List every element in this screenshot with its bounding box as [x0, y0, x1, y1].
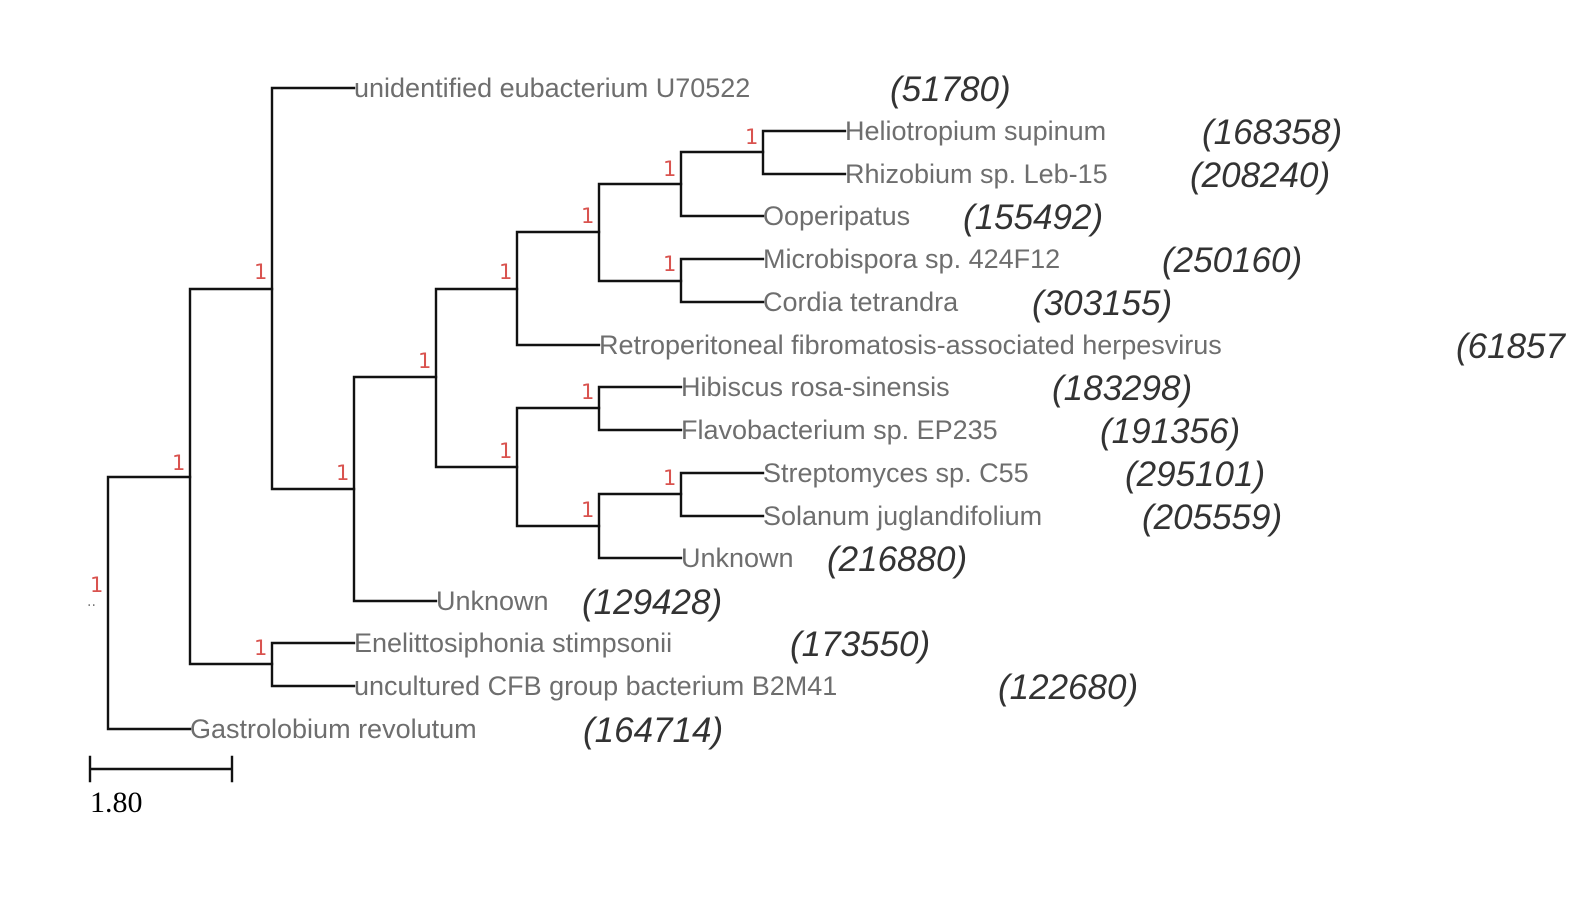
leaf-label: Heliotropium supinum: [845, 116, 1106, 146]
leaf-count: (164714): [583, 711, 723, 750]
support-value: 1: [499, 260, 512, 284]
leaf-label: uncultured CFB group bacterium B2M41: [354, 671, 837, 701]
scale-bar-line: [88, 755, 234, 783]
scale-bar: 1.80: [88, 755, 234, 819]
leaf-count: (173550): [790, 625, 930, 664]
branch-n5: [434, 287, 519, 469]
branch-n12: [597, 385, 683, 432]
leaf-label: Ooperipatus: [763, 201, 910, 231]
leaf-label: Streptomyces sp. C55: [763, 458, 1029, 488]
branch-n3: [270, 86, 356, 491]
leaf-label: Microbispora sp. 424F12: [763, 244, 1060, 274]
leaf-label: Solanum juglandifolium: [763, 501, 1042, 531]
leaf-label: Hibiscus rosa-sinensis: [681, 372, 950, 402]
branch-n11: [515, 406, 601, 528]
leaf-labels: unidentified eubacterium U70522 (51780) …: [190, 70, 1567, 750]
leaf-count: (155492): [963, 198, 1103, 237]
support-value: 1: [499, 439, 512, 463]
leaf-label: Rhizobium sp. Leb-15: [845, 159, 1108, 189]
leaf-count: (295101): [1125, 455, 1265, 494]
support-value: 1: [745, 125, 758, 149]
leaf-count: (168358): [1202, 113, 1342, 152]
branch-n14: [679, 471, 765, 518]
leaf-count: (122680): [998, 668, 1138, 707]
leaf-count: (303155): [1032, 284, 1172, 323]
leaf-count: (51780): [890, 70, 1011, 109]
leaf-label: Gastrolobium revolutum: [190, 714, 477, 744]
leaf-label: Unknown: [681, 543, 794, 573]
branch-n9: [761, 129, 847, 176]
branch-n2: [188, 287, 274, 666]
leaf-count: (191356): [1100, 412, 1240, 451]
support-value-root: 1: [90, 573, 103, 597]
support-value: 1: [418, 349, 431, 373]
branch-n10: [679, 257, 765, 304]
support-value: 1: [581, 380, 594, 404]
branch-n7: [597, 182, 683, 283]
support-value: 1: [254, 260, 267, 284]
branch-n8: [679, 150, 765, 218]
support-value: 1: [254, 636, 267, 660]
branch-n15: [270, 641, 356, 688]
scale-bar-label: 1.80: [90, 786, 143, 819]
leaf-count: (208240): [1190, 156, 1330, 195]
support-values: 1 .. 1 1 1 1 1 1 1 1 1 1 1 1 1 1: [87, 125, 758, 660]
leaf-label: Enelittosiphonia stimpsonii: [354, 628, 672, 658]
leaf-count: (183298): [1052, 369, 1192, 408]
leaf-label: Flavobacterium sp. EP235: [681, 415, 998, 445]
leaf-label: unidentified eubacterium U70522: [354, 73, 750, 103]
branch-root: [106, 475, 192, 731]
leaf-count: (61857: [1456, 327, 1567, 366]
branch-n13: [597, 492, 683, 560]
support-value: 1: [663, 252, 676, 276]
leaf-count: (250160): [1162, 241, 1302, 280]
branch-n4: [352, 375, 438, 603]
branch-n6: [515, 230, 601, 347]
root-marker: ..: [87, 594, 96, 610]
leaf-count: (205559): [1142, 498, 1282, 537]
support-value: 1: [172, 451, 185, 475]
support-value: 1: [663, 157, 676, 181]
leaf-label: Retroperitoneal fibromatosis-associated …: [599, 330, 1222, 360]
leaf-count: (129428): [582, 583, 722, 622]
tree-branches: [106, 86, 847, 731]
leaf-label: Unknown: [436, 586, 549, 616]
support-value: 1: [663, 466, 676, 490]
leaf-count: (216880): [827, 540, 967, 579]
support-value: 1: [581, 204, 594, 228]
support-value: 1: [336, 461, 349, 485]
leaf-label: Cordia tetrandra: [763, 287, 959, 317]
support-value: 1: [581, 498, 594, 522]
